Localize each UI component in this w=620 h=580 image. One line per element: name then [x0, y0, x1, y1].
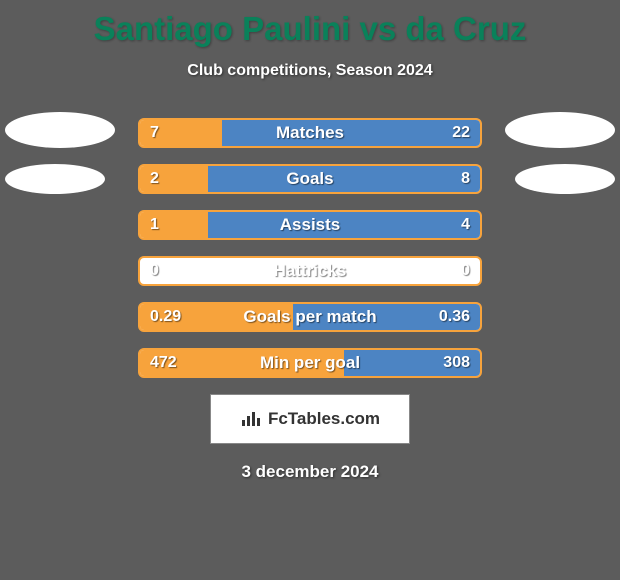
stat-rows: 7Matches222Goals81Assists40Hattricks00.2… — [0, 118, 620, 378]
bar-right — [222, 120, 480, 146]
avatar-right-2 — [515, 164, 615, 194]
stat-name: Min per goal — [260, 353, 360, 373]
stat-value-left: 7 — [150, 124, 159, 142]
stat-value-left: 0.29 — [150, 308, 181, 326]
stat-row: 1 Assists 4 — [138, 210, 482, 240]
stat-value-right: 0 — [461, 262, 470, 280]
page-title: Santiago Paulini vs da Cruz — [0, 0, 620, 48]
stat-value-right: 4 — [461, 216, 470, 234]
avatar-left-2 — [5, 164, 105, 194]
stat-value-left: 1 — [150, 216, 159, 234]
avatar-right-1 — [505, 112, 615, 148]
stat-row: 0.29 Goals per match 0.36 — [138, 302, 482, 332]
stat-value-left: 0 — [150, 262, 159, 280]
source-badge[interactable]: FcTables.com — [210, 394, 410, 444]
stat-value-left: 2 — [150, 170, 159, 188]
stat-value-right: 308 — [443, 354, 470, 372]
date: 3 december 2024 — [0, 462, 620, 482]
chart-icon — [240, 410, 262, 428]
stat-row: 7 Matches 22 — [138, 118, 482, 148]
badge-text: FcTables.com — [268, 409, 380, 429]
stat-name: Assists — [280, 215, 340, 235]
stat-value-right: 22 — [452, 124, 470, 142]
avatar-left-1 — [5, 112, 115, 148]
stat-value-right: 8 — [461, 170, 470, 188]
comparison-card: Santiago Paulini vs da Cruz Club competi… — [0, 0, 620, 580]
stat-name: Goals per match — [243, 307, 376, 327]
stat-row: 2 Goals 8 — [138, 164, 482, 194]
stat-name: Matches — [276, 123, 344, 143]
stat-value-right: 0.36 — [439, 308, 470, 326]
stat-value-left: 472 — [150, 354, 177, 372]
stat-name: Hattricks — [274, 261, 347, 281]
bar-right — [208, 166, 480, 192]
stat-row: 472 Min per goal 308 — [138, 348, 482, 378]
bar-right — [208, 212, 480, 238]
stat-row: 0 Hattricks 0 — [138, 256, 482, 286]
chart-area: 7Matches222Goals81Assists40Hattricks00.2… — [0, 118, 620, 378]
stat-name: Goals — [286, 169, 333, 189]
subtitle: Club competitions, Season 2024 — [0, 62, 620, 80]
